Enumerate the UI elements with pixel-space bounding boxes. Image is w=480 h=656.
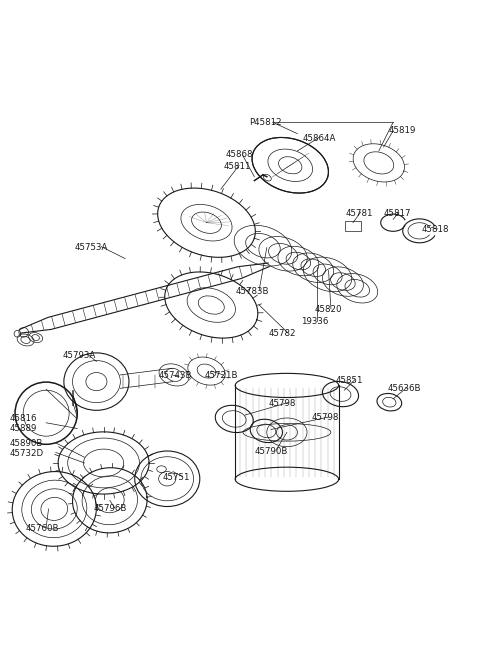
Text: 45743B: 45743B [158, 371, 192, 380]
Text: 45817: 45817 [384, 209, 411, 218]
Text: 45811: 45811 [223, 162, 251, 171]
Text: 45760B: 45760B [25, 523, 59, 533]
Text: 45790B: 45790B [254, 447, 288, 456]
Text: 45890B: 45890B [9, 440, 43, 448]
Bar [345, 221, 360, 232]
Text: 45889: 45889 [9, 424, 36, 433]
Text: 45793A: 45793A [63, 351, 96, 360]
Text: 45819: 45819 [388, 127, 416, 135]
Text: 45798: 45798 [312, 413, 339, 422]
Text: 45782: 45782 [269, 329, 296, 338]
Text: 45721B: 45721B [204, 371, 238, 380]
Text: 19336: 19336 [301, 318, 329, 326]
Text: 45751: 45751 [162, 473, 190, 482]
Text: 45796B: 45796B [94, 504, 127, 514]
Text: 45818: 45818 [422, 226, 449, 234]
Text: 45781: 45781 [345, 209, 373, 218]
Text: 45816: 45816 [9, 415, 37, 423]
Text: 45732D: 45732D [9, 449, 43, 458]
Text: 45636B: 45636B [387, 384, 421, 394]
Text: 45753A: 45753A [75, 243, 108, 252]
Text: 45798: 45798 [269, 399, 296, 408]
Text: P45812: P45812 [250, 117, 282, 127]
Text: 45868: 45868 [226, 150, 253, 159]
Text: 45851: 45851 [336, 376, 363, 385]
Text: 45820: 45820 [314, 305, 342, 314]
Text: 45783B: 45783B [235, 287, 269, 296]
Text: 45864A: 45864A [302, 134, 336, 143]
